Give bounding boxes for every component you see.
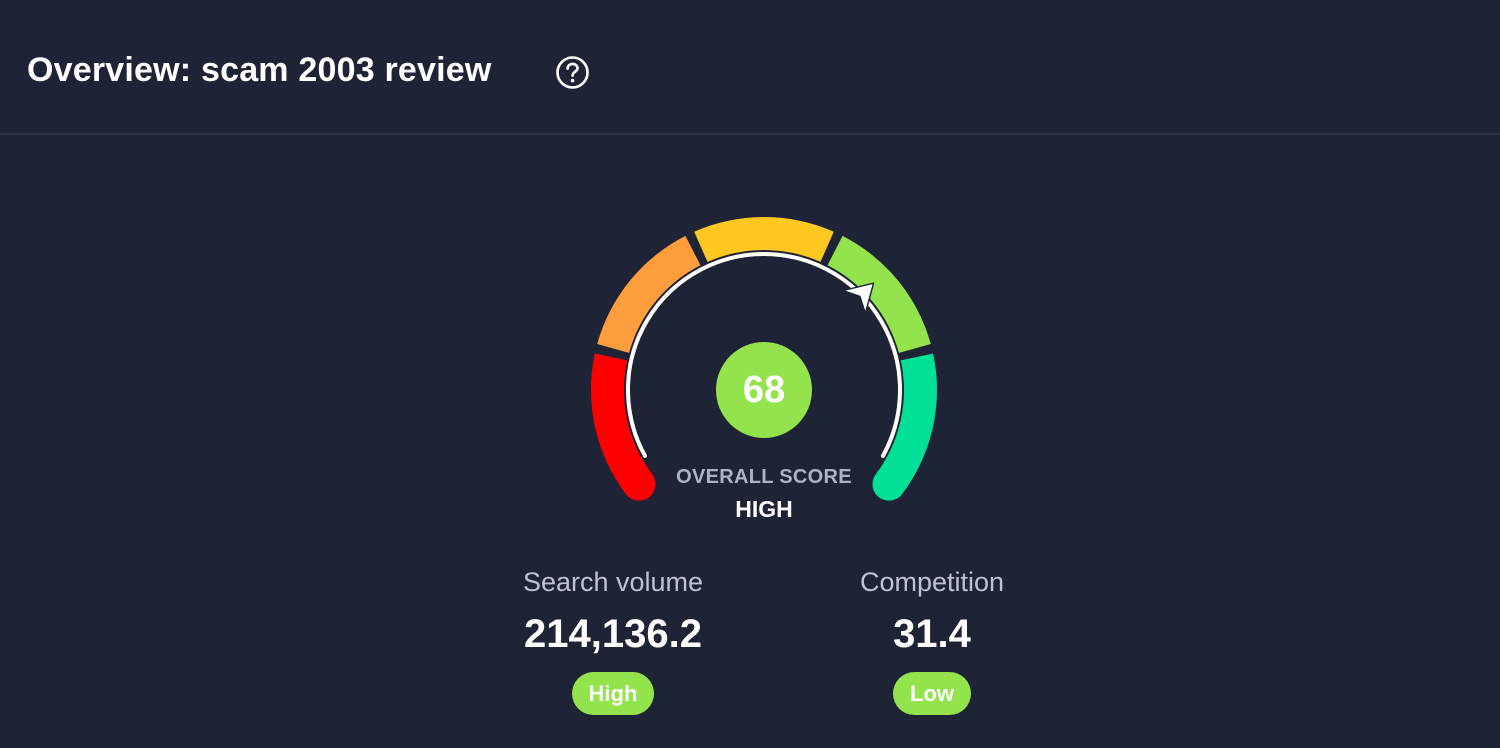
gauge-segment-cap [622,467,656,501]
gauge-inner-track [626,252,902,458]
score-level: HIGH [735,496,793,522]
score-caption: OVERALL SCORE [676,466,852,488]
status-badge: Low [893,672,971,715]
metric-value: 31.4 [893,612,971,656]
question-circle-icon[interactable] [555,55,590,90]
gauge-segment-cap [872,467,906,501]
status-badge: High [571,672,655,715]
page-header: Overview: scam 2003 review [0,0,1500,135]
metric-search-volume: Search volume 214,136.2 High [483,566,743,715]
metric-label: Search volume [522,567,704,597]
gauge-segment [827,235,931,353]
gauge-segment [694,217,834,262]
gauge-segment [597,235,701,353]
gauge-segment [875,353,937,495]
gauge-segment [591,353,653,495]
metric-value: 214,136.2 [524,612,702,656]
gauge-segments [591,217,937,501]
metric-label: Competition [859,567,1005,597]
metric-competition: Competition 31.4 Low [802,566,1062,715]
arrow-pointer-icon [842,282,875,315]
page-title: Overview: scam 2003 review [27,51,492,89]
score-circle: 68 [716,342,812,438]
